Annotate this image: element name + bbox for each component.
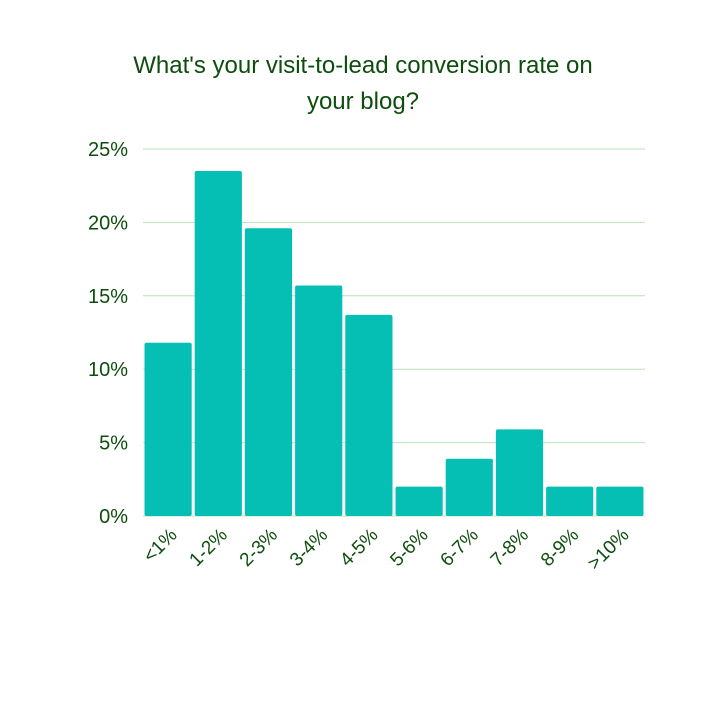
bar	[295, 285, 343, 516]
bars	[144, 171, 644, 516]
y-tick-label: 10%	[88, 359, 128, 381]
bar	[395, 486, 443, 516]
y-tick-label: 20%	[88, 212, 128, 234]
x-tick-label: 5-6%	[386, 525, 432, 571]
y-tick-label: 25%	[88, 139, 128, 161]
bar	[244, 228, 293, 516]
y-tick-label: 0%	[99, 506, 128, 528]
y-tick-label: 5%	[99, 433, 128, 455]
y-tick-label: 15%	[88, 286, 128, 308]
x-axis-ticks: <1% 1-2% 2-3% 3-4% 4-5% 5-6% 6-7% 7-8% 8-9% >10%	[140, 525, 634, 575]
bar	[144, 342, 192, 516]
chart-title-line-1: What's your visit-to-lead conversion rat…	[133, 52, 593, 79]
bar	[596, 486, 644, 516]
x-tick-label: 1-2%	[186, 525, 232, 571]
x-tick-label: 3-4%	[286, 525, 332, 571]
bar	[495, 429, 544, 516]
x-tick-label: 2-3%	[236, 525, 282, 571]
x-tick-label: 6-7%	[437, 525, 483, 571]
bar	[546, 486, 594, 516]
bar	[345, 314, 393, 516]
x-tick-label: 7-8%	[487, 525, 533, 571]
bar	[194, 171, 242, 516]
x-tick-label: <1%	[140, 525, 182, 567]
x-tick-label: 8-9%	[537, 525, 583, 571]
x-tick-label: >10%	[584, 525, 634, 575]
y-axis-ticks: 0% 5% 10% 15% 20% 25%	[88, 139, 128, 528]
chart-title-line-2: your blog?	[306, 88, 420, 115]
x-tick-label: 4-5%	[336, 525, 382, 571]
bar	[445, 458, 493, 516]
